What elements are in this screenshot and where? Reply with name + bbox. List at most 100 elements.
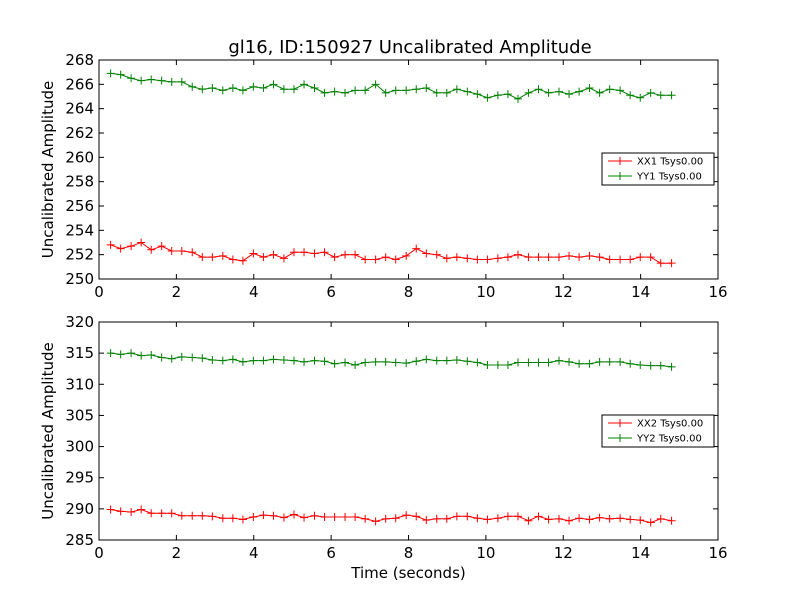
x-tick-label: 2 bbox=[172, 544, 182, 562]
data-point-marker bbox=[463, 512, 472, 521]
data-point-marker bbox=[137, 351, 146, 360]
data-point-marker bbox=[361, 255, 370, 264]
data-point-marker bbox=[503, 253, 512, 262]
data-point-marker bbox=[402, 251, 411, 260]
data-point-marker bbox=[259, 253, 268, 262]
data-point-marker bbox=[177, 352, 186, 361]
legend-box bbox=[601, 152, 715, 186]
series-yy1 bbox=[106, 69, 676, 103]
legend-marker bbox=[616, 157, 624, 165]
data-point-marker bbox=[391, 255, 400, 264]
data-point-marker bbox=[177, 247, 186, 256]
data-point-marker bbox=[656, 361, 665, 370]
data-point-marker bbox=[259, 356, 268, 365]
data-point-marker bbox=[188, 353, 197, 362]
data-point-marker bbox=[279, 513, 288, 522]
data-point-marker bbox=[636, 253, 645, 262]
data-point-marker bbox=[177, 511, 186, 520]
x-tick-label: 6 bbox=[326, 283, 336, 301]
data-point-marker bbox=[605, 357, 614, 366]
data-point-marker bbox=[391, 86, 400, 95]
data-point-marker bbox=[300, 80, 309, 89]
data-point-marker bbox=[371, 255, 380, 264]
data-point-marker bbox=[513, 358, 522, 367]
data-point-marker bbox=[310, 83, 319, 92]
data-point-marker bbox=[554, 87, 563, 96]
data-point-marker bbox=[667, 91, 676, 100]
data-point-marker bbox=[218, 356, 227, 365]
y-tick-label: 264 bbox=[65, 100, 94, 118]
data-point-marker bbox=[402, 86, 411, 95]
y-axis-label: Uncalibrated Amplitude bbox=[39, 342, 57, 519]
data-point-marker bbox=[371, 80, 380, 89]
data-point-marker bbox=[238, 357, 247, 366]
x-tick-label: 0 bbox=[94, 283, 104, 301]
data-point-marker bbox=[463, 87, 472, 96]
y-tick-label: 254 bbox=[65, 221, 94, 239]
data-point-marker bbox=[544, 358, 553, 367]
data-point-marker bbox=[595, 357, 604, 366]
x-tick-label: 10 bbox=[476, 544, 495, 562]
data-point-marker bbox=[585, 83, 594, 92]
data-point-marker bbox=[249, 356, 258, 365]
data-point-marker bbox=[554, 514, 563, 523]
y-tick-label: 250 bbox=[65, 270, 94, 288]
data-point-marker bbox=[289, 510, 298, 519]
data-point-marker bbox=[473, 358, 482, 367]
x-tick-label: 0 bbox=[94, 544, 104, 562]
data-point-marker bbox=[228, 355, 237, 364]
x-tick-label: 16 bbox=[708, 283, 727, 301]
data-point-marker bbox=[106, 349, 115, 358]
data-point-marker bbox=[616, 86, 625, 95]
data-point-marker bbox=[524, 253, 533, 262]
data-point-marker bbox=[228, 255, 237, 264]
data-point-marker bbox=[422, 83, 431, 92]
data-point-marker bbox=[341, 250, 350, 259]
data-point-marker bbox=[198, 85, 207, 94]
data-point-marker bbox=[503, 90, 512, 99]
data-point-marker bbox=[463, 357, 472, 366]
data-point-marker bbox=[575, 514, 584, 523]
data-point-marker bbox=[534, 512, 543, 521]
data-point-marker bbox=[279, 254, 288, 263]
data-point-marker bbox=[249, 512, 258, 521]
data-point-marker bbox=[208, 253, 217, 262]
data-point-marker bbox=[412, 85, 421, 94]
data-point-marker bbox=[585, 359, 594, 368]
data-point-marker bbox=[289, 356, 298, 365]
data-point-marker bbox=[351, 360, 360, 369]
data-point-marker bbox=[473, 255, 482, 264]
x-tick-label: 8 bbox=[404, 283, 414, 301]
data-point-marker bbox=[341, 512, 350, 521]
data-point-marker bbox=[432, 88, 441, 97]
data-point-marker bbox=[361, 514, 370, 523]
data-point-marker bbox=[259, 511, 268, 520]
data-point-marker bbox=[524, 358, 533, 367]
legend-marker bbox=[616, 172, 624, 180]
data-point-marker bbox=[667, 516, 676, 525]
data-point-marker bbox=[493, 514, 502, 523]
data-point-marker bbox=[442, 88, 451, 97]
data-point-marker bbox=[616, 255, 625, 264]
data-point-marker bbox=[198, 354, 207, 363]
data-point-marker bbox=[147, 75, 156, 84]
data-point-marker bbox=[656, 514, 665, 523]
data-point-marker bbox=[554, 253, 563, 262]
data-point-marker bbox=[177, 77, 186, 86]
y-tick-label: 258 bbox=[65, 173, 94, 191]
data-point-marker bbox=[249, 249, 258, 258]
data-point-marker bbox=[452, 85, 461, 94]
data-point-marker bbox=[147, 509, 156, 518]
data-point-marker bbox=[493, 91, 502, 100]
data-point-marker bbox=[616, 514, 625, 523]
data-point-marker bbox=[565, 251, 574, 260]
data-point-marker bbox=[218, 514, 227, 523]
data-point-marker bbox=[503, 512, 512, 521]
data-point-marker bbox=[412, 357, 421, 366]
data-point-marker bbox=[157, 353, 166, 362]
data-point-marker bbox=[269, 355, 278, 364]
data-point-marker bbox=[616, 357, 625, 366]
x-tick-label: 4 bbox=[249, 544, 259, 562]
data-point-marker bbox=[188, 248, 197, 257]
data-point-marker bbox=[157, 509, 166, 518]
